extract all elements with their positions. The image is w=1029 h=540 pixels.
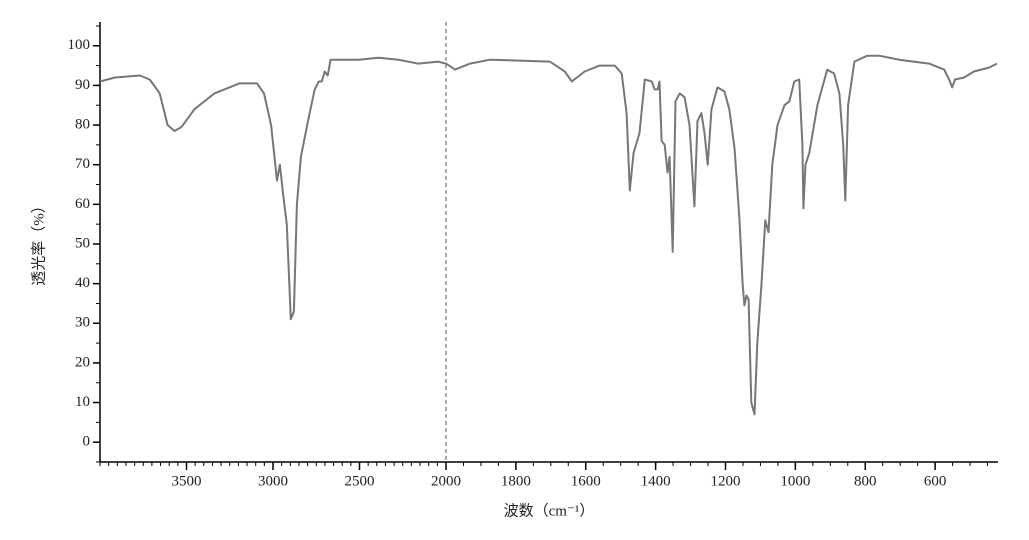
y-tick-label: 100: [68, 37, 91, 53]
y-tick-label: 90: [75, 77, 90, 93]
y-tick-label: 70: [75, 156, 90, 172]
x-tick-label: 2000: [431, 473, 461, 489]
y-tick-label: 50: [75, 235, 90, 251]
x-tick-label: 3500: [172, 473, 202, 489]
y-tick-label: 80: [75, 117, 90, 133]
y-tick-label: 20: [75, 354, 90, 370]
x-tick-label: 1800: [501, 473, 531, 489]
x-tick-label: 3000: [258, 473, 288, 489]
y-tick-label: 10: [75, 394, 90, 410]
y-tick-label: 0: [83, 434, 91, 450]
y-tick-label: 40: [75, 275, 90, 291]
x-tick-label: 1600: [571, 473, 601, 489]
y-tick-label: 30: [75, 315, 90, 331]
x-tick-label: 800: [854, 473, 877, 489]
x-tick-label: 2500: [345, 473, 375, 489]
x-tick-label: 1400: [641, 473, 671, 489]
x-tick-label: 600: [924, 473, 947, 489]
x-tick-label: 1200: [710, 473, 740, 489]
y-axis-title: 透光率（%）: [30, 198, 47, 286]
y-tick-label: 60: [75, 196, 90, 212]
x-axis-title: 波数（cm⁻¹）: [504, 502, 595, 519]
spectrum-line: [99, 54, 998, 416]
x-tick-label: 1000: [780, 473, 810, 489]
